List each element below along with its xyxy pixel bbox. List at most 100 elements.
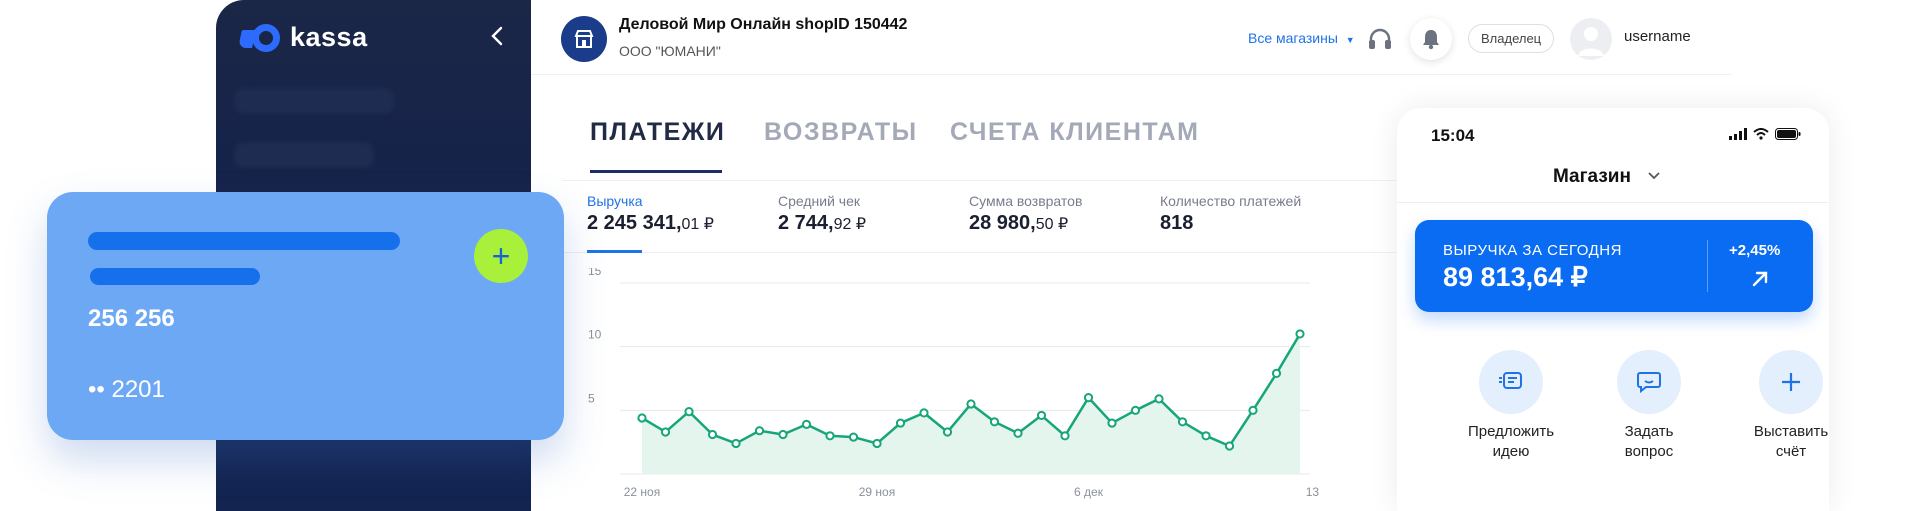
metric-payments-count-label[interactable]: Количество платежей <box>1160 193 1302 209</box>
ask-question-action[interactable]: Задать вопрос <box>1589 350 1709 462</box>
active-metric-indicator <box>587 250 642 253</box>
metrics-bar <box>562 180 1402 253</box>
chart-point <box>1201 431 1211 441</box>
logo-text: kassa <box>290 22 368 52</box>
card-number: •• 2201 <box>88 376 165 403</box>
shop-title: Деловой Мир Онлайн shopID 150442 <box>619 16 908 33</box>
suggest-idea-label-line1: Предложить <box>1467 423 1555 440</box>
all-shops-dropdown[interactable]: Все магазины ▼ <box>1248 30 1355 46</box>
status-time: 15:04 <box>1431 126 1475 145</box>
chart-point <box>684 407 694 417</box>
header-divider <box>531 74 1731 75</box>
revenue-today-value: 89 813,64 ₽ <box>1443 262 1588 292</box>
chart-point <box>942 427 953 437</box>
signal-icon <box>1729 128 1747 140</box>
arrow-up-right-icon <box>1752 271 1768 287</box>
chart-point <box>1083 393 1094 403</box>
user-icon <box>1578 27 1604 56</box>
chart-point <box>778 429 788 440</box>
phone-divider <box>1397 202 1829 203</box>
y-tick-label: 5 <box>588 391 595 405</box>
sidebar-blurred-item <box>234 142 374 168</box>
user-avatar[interactable] <box>1570 18 1612 60</box>
card-amount: 256 256 <box>88 305 175 332</box>
chart-point <box>1177 417 1188 427</box>
x-tick-label: 29 ноя <box>859 485 895 499</box>
chart-point <box>848 432 859 442</box>
chart-point <box>1248 405 1258 415</box>
y-tick-label: 10 <box>588 328 602 342</box>
chart-point <box>989 417 1000 427</box>
revenue-today-card[interactable]: ВЫРУЧКА ЗА СЕГОДНЯ 89 813,64 ₽ +2,45% <box>1415 220 1813 312</box>
logo[interactable]: kassa <box>238 22 368 53</box>
support-headset-icon[interactable] <box>1366 28 1394 52</box>
payment-card[interactable]: + 256 256 •• 2201 <box>47 192 564 440</box>
suggest-idea-action[interactable]: Предложить идею <box>1451 350 1571 462</box>
tab-refunds[interactable]: ВОЗВРАТЫ <box>764 118 918 146</box>
chart-point <box>1107 418 1117 428</box>
chart-point <box>825 431 835 441</box>
card-placeholder-line <box>90 268 260 285</box>
collapse-sidebar-icon[interactable] <box>490 26 504 52</box>
battery-icon <box>1775 128 1801 140</box>
suggest-idea-label-line2: идею <box>1492 443 1530 460</box>
issue-invoice-label-line2: счёт <box>1775 443 1807 460</box>
mobile-app-preview: 15:04 Магазин ВЫРУЧКА ЗА СЕГОДНЯ 89 813,… <box>1397 108 1829 511</box>
chart-point <box>637 413 647 423</box>
chart-point <box>754 426 765 436</box>
metric-average-check-value: 2 744,92 ₽ <box>778 212 867 234</box>
role-badge[interactable]: Владелец <box>1468 24 1555 53</box>
x-tick-label: 13 дек <box>1306 485 1320 499</box>
chevron-down-icon[interactable] <box>1647 168 1661 186</box>
bell-icon <box>1423 30 1439 50</box>
metric-refunds-label[interactable]: Сумма возвратов <box>969 193 1083 209</box>
ask-question-label-line2: вопрос <box>1624 443 1674 460</box>
shop-organization: ООО "ЮМАНИ" <box>619 43 721 59</box>
chart-point <box>1271 368 1282 379</box>
idea-icon <box>1479 350 1543 414</box>
x-tick-label: 22 ноя <box>624 485 660 499</box>
plus-icon: + <box>491 238 511 274</box>
sidebar-blurred-item <box>234 88 394 114</box>
issue-invoice-label-line1: Выставить <box>1753 423 1829 440</box>
metric-refunds-value: 28 980,50 ₽ <box>969 212 1069 234</box>
card-placeholder-line <box>88 232 400 250</box>
tab-client-invoices[interactable]: СЧЕТА КЛИЕНТАМ <box>950 118 1200 146</box>
mobile-shop-selector[interactable]: Магазин <box>1553 166 1631 187</box>
chart-point <box>919 408 929 418</box>
shop-avatar[interactable] <box>561 16 607 62</box>
username[interactable]: username <box>1624 28 1691 45</box>
shop-icon <box>574 30 594 48</box>
revenue-change: +2,45% <box>1729 242 1781 259</box>
all-shops-label: Все магазины <box>1248 30 1338 46</box>
chart-point <box>1224 441 1235 451</box>
chart-point <box>1060 431 1070 441</box>
x-tick-label: 6 дек <box>1074 485 1104 499</box>
notifications-button[interactable] <box>1410 18 1452 60</box>
issue-invoice-action[interactable]: Выставить счёт <box>1731 350 1851 462</box>
tab-payments[interactable]: ПЛАТЕЖИ <box>590 118 726 146</box>
wifi-icon <box>1753 128 1769 140</box>
card-add-button[interactable]: + <box>474 229 528 283</box>
revenue-chart: 5 10 15 22 ноя 29 ноя 6 дек 13 дек <box>588 268 1320 499</box>
chat-icon <box>1617 350 1681 414</box>
chart-point <box>660 427 671 437</box>
status-icons <box>1729 128 1801 140</box>
metric-average-check-label[interactable]: Средний чек <box>778 193 861 209</box>
metric-payments-count-value: 818 <box>1160 212 1194 234</box>
ask-question-label-line1: Задать <box>1624 423 1674 440</box>
chart-point <box>1036 410 1047 421</box>
chart-point <box>895 418 906 428</box>
chart-point <box>707 429 718 440</box>
yoomoney-logo-icon <box>238 23 280 52</box>
chart-point <box>801 419 812 429</box>
metric-revenue-label[interactable]: Выручка <box>587 193 643 209</box>
plus-icon <box>1759 350 1823 414</box>
chart-point <box>966 399 976 409</box>
chart-point <box>872 438 882 449</box>
chart-point <box>1154 394 1164 404</box>
y-tick-label: 15 <box>588 268 602 278</box>
revenue-separator <box>1707 240 1708 292</box>
chart-point <box>731 438 741 449</box>
revenue-today-label: ВЫРУЧКА ЗА СЕГОДНЯ <box>1443 242 1622 259</box>
